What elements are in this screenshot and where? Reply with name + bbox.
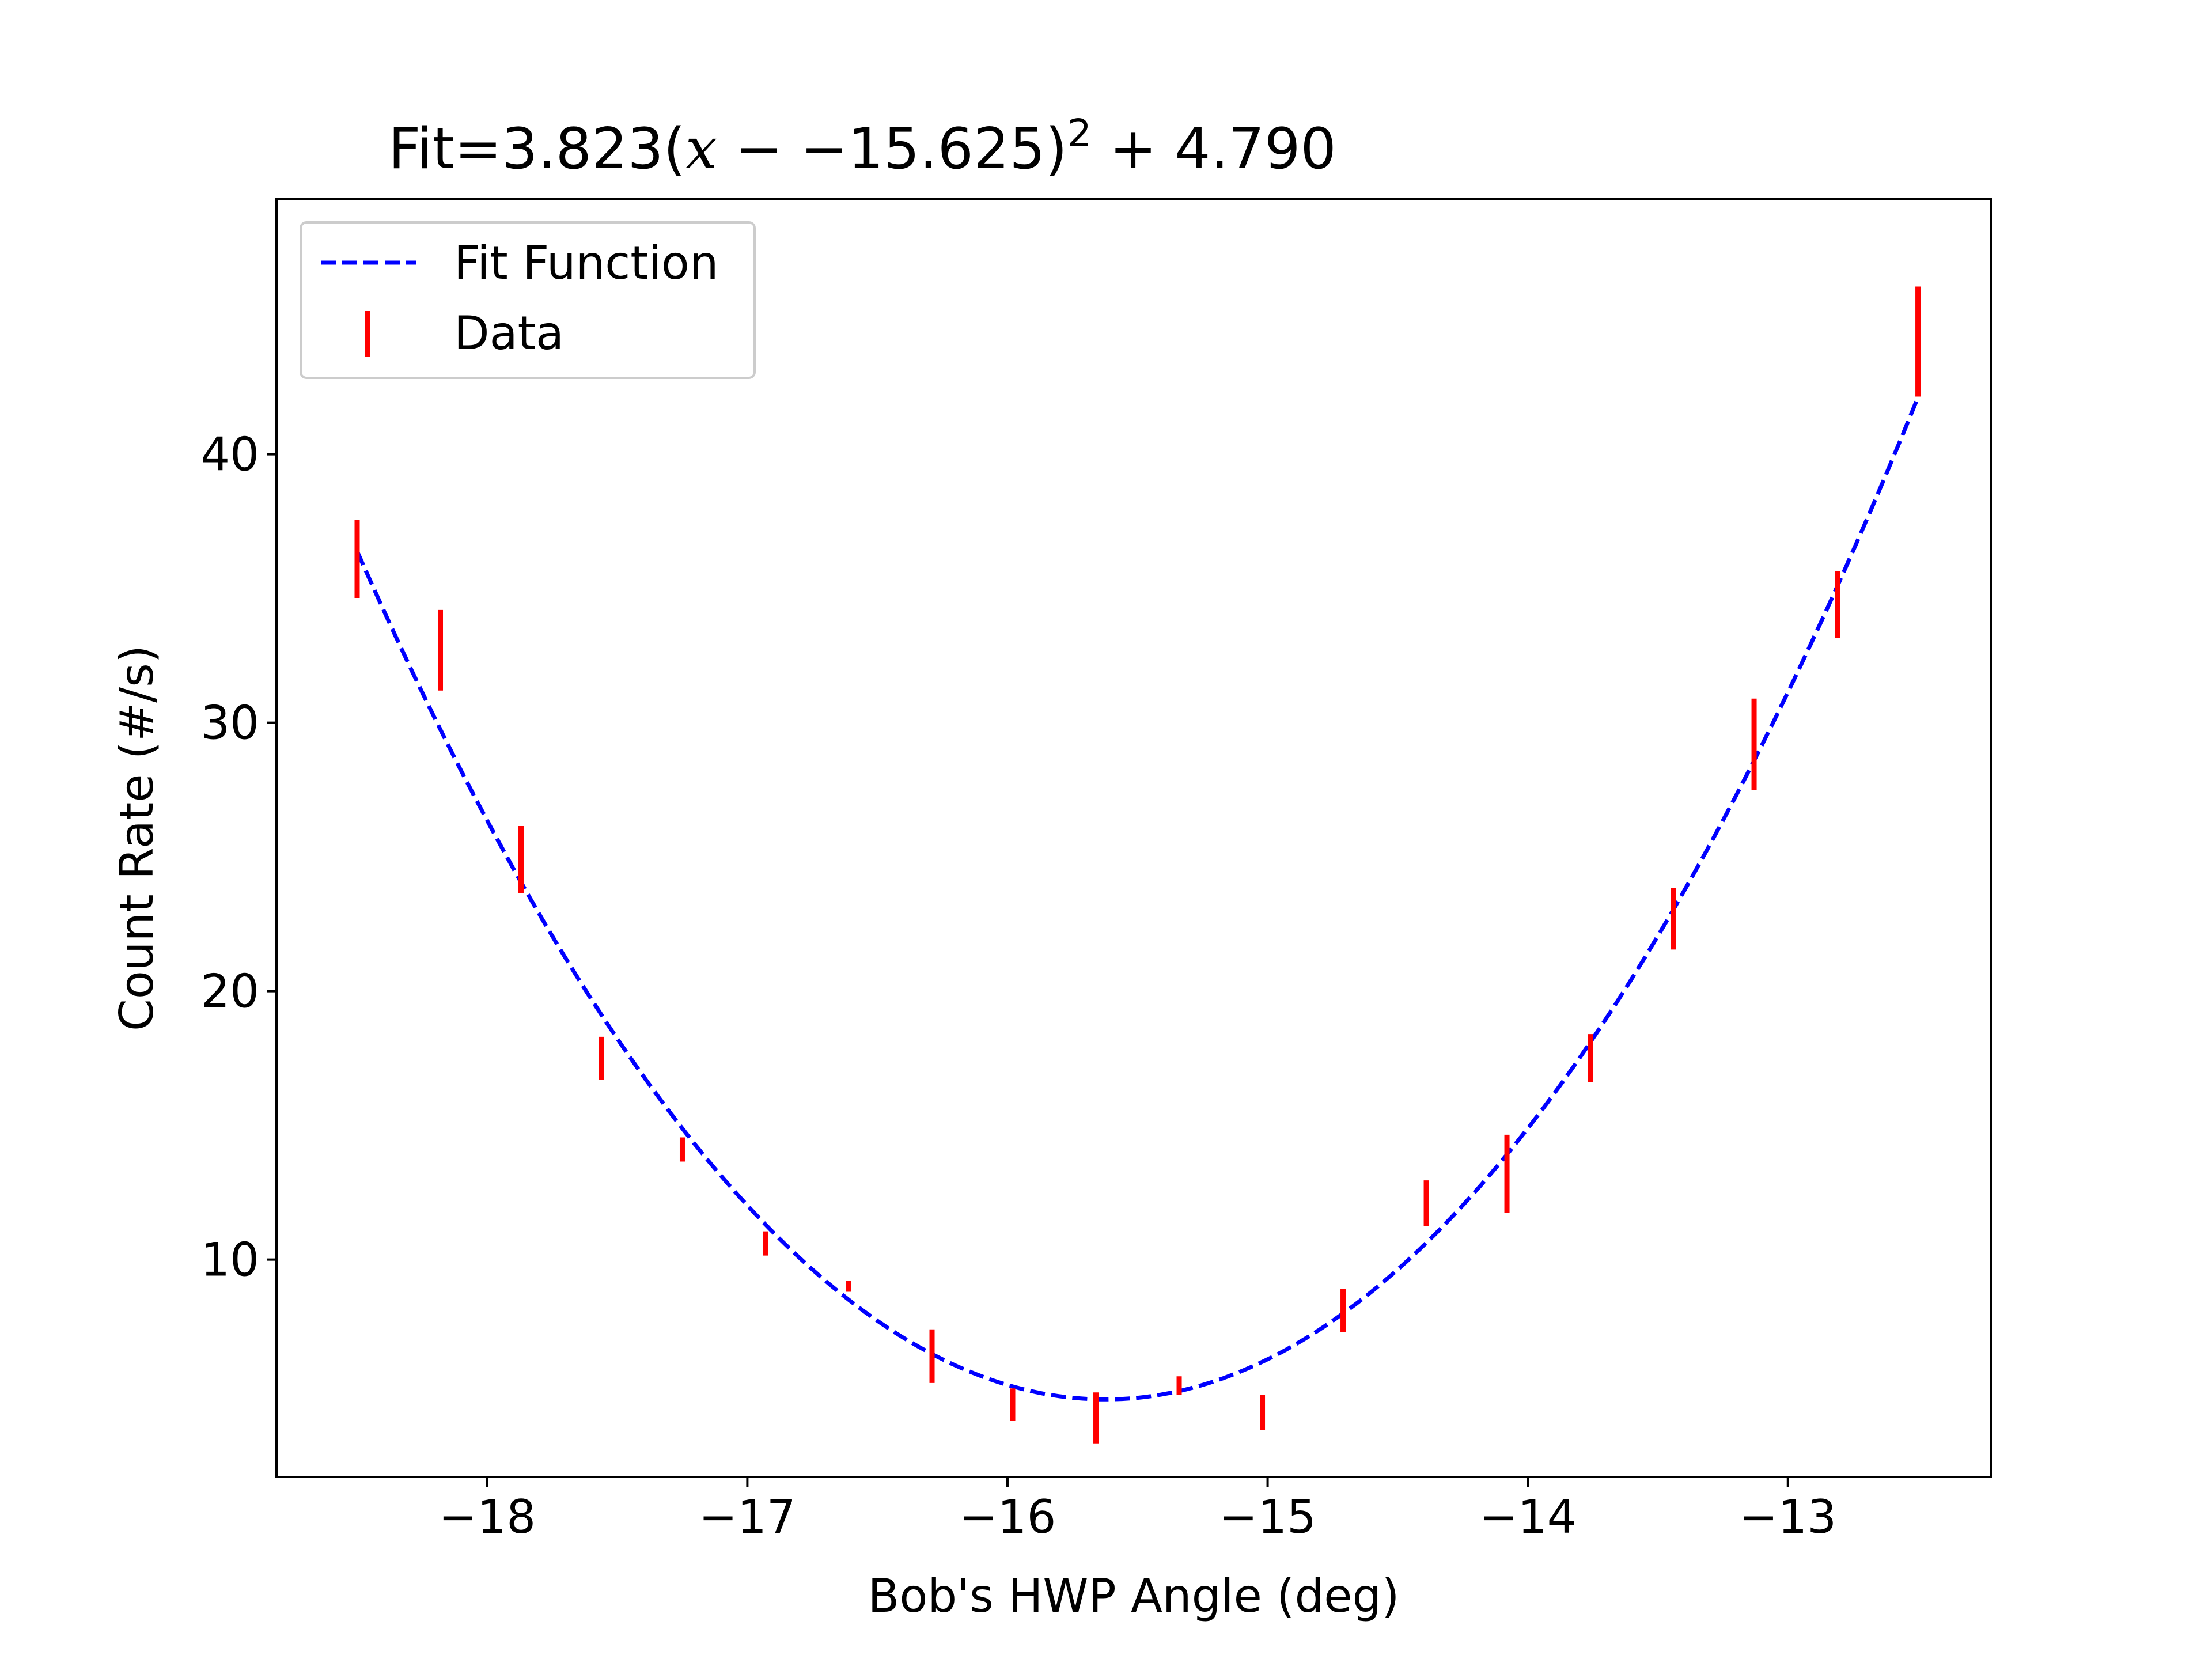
x-tick-label: −18: [438, 1490, 536, 1544]
legend: Fit Function Data: [300, 221, 756, 379]
y-axis-label: Count Rate (#/s): [110, 645, 164, 1031]
fit-curve: [355, 396, 1920, 1402]
legend-data-label: Data: [454, 306, 564, 360]
x-tick-label: −14: [1479, 1490, 1577, 1544]
x-tick-label: −16: [959, 1490, 1056, 1544]
axes-frame: [275, 198, 1992, 1478]
legend-fit-label: Fit Function: [454, 236, 719, 290]
y-tick-label: 40: [200, 428, 259, 482]
y-tick-label: 20: [200, 965, 259, 1018]
plot-area: [275, 198, 1992, 1478]
chart-title: Fit=3.823(x − −15.625)2 + 4.790: [388, 111, 1336, 183]
y-tick-label: 10: [200, 1233, 259, 1287]
y-axis-ticks: 10 20 30 40: [200, 428, 276, 1287]
x-axis-label: Bob's HWP Angle (deg): [868, 1569, 1400, 1623]
x-tick-label: −15: [1219, 1490, 1316, 1544]
x-axis-ticks: −18 −17 −16 −15 −14 −13: [438, 1477, 1836, 1544]
x-tick-label: −17: [699, 1490, 796, 1544]
y-tick-label: 30: [200, 696, 259, 750]
data-errorbars: [354, 286, 1921, 1444]
x-tick-label: −13: [1739, 1490, 1836, 1544]
